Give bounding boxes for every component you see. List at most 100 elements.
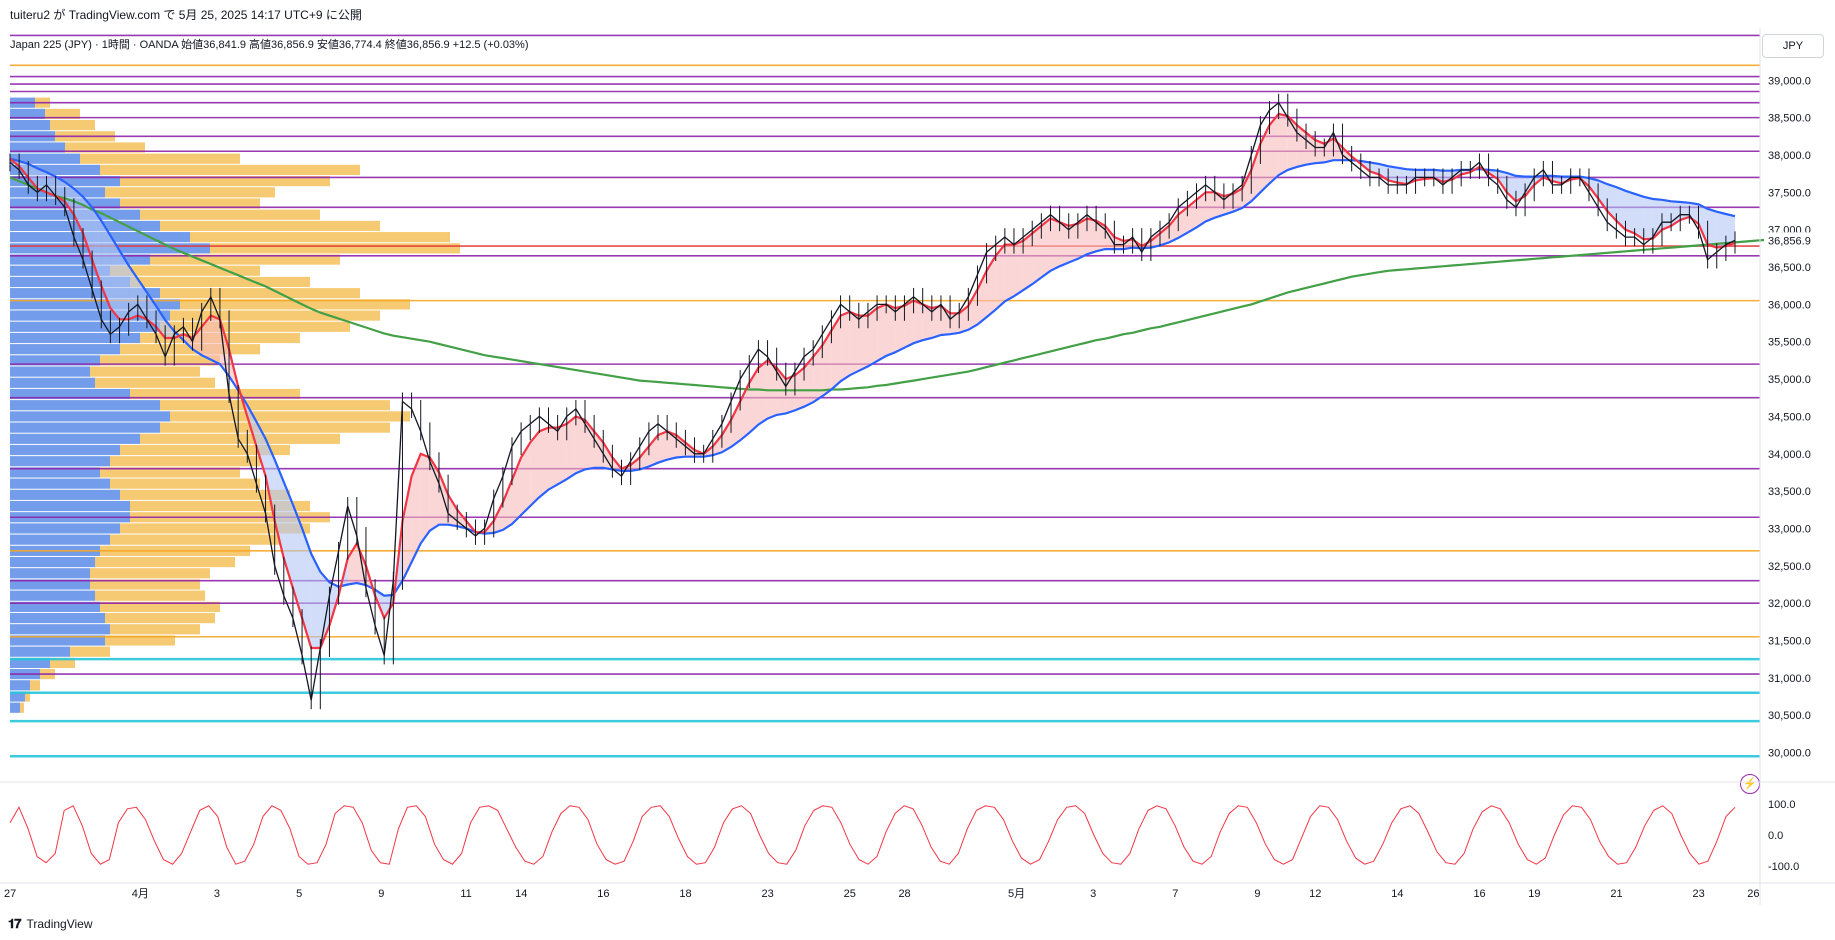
- ema-cloud-segment: [1032, 225, 1042, 285]
- footer-brand-name[interactable]: TradingView: [26, 917, 93, 931]
- volume-profile-buy-bar: [10, 321, 160, 332]
- price-tick-label: 36,000.0: [1768, 299, 1811, 311]
- ema-cloud-segment: [210, 315, 220, 365]
- volume-profile-sell-bar: [190, 232, 450, 243]
- volume-profile-buy-bar: [10, 590, 95, 601]
- ema-cloud-segment: [867, 308, 878, 367]
- volume-profile-sell-bar: [130, 276, 310, 288]
- ema-cloud-segment: [46, 172, 56, 197]
- ema-cloud-segment: [794, 367, 805, 411]
- volume-profile-buy-bar: [10, 500, 130, 512]
- volume-profile-sell-bar: [90, 568, 210, 579]
- ema-cloud-fill: [10, 113, 1735, 648]
- ema-cloud-segment: [539, 427, 549, 498]
- ema-cloud-segment: [1607, 184, 1617, 221]
- ema-cloud-segment: [55, 176, 65, 202]
- time-tick-label: 4月: [132, 888, 149, 900]
- ema-cloud-segment: [877, 304, 887, 362]
- ema-cloud-segment: [712, 435, 722, 456]
- ema-cloud-segment: [968, 289, 978, 330]
- ema-cloud-segment: [566, 416, 576, 480]
- ema-cloud-segment: [1497, 170, 1507, 193]
- ema-cloud-segment: [977, 270, 987, 325]
- time-tick-label: 19: [1528, 888, 1540, 900]
- volume-profile-sell-bar: [50, 120, 95, 131]
- volume-profile-sell-bar: [160, 220, 380, 232]
- volume-profile-sell-bar: [50, 657, 75, 668]
- ema-cloud-segment: [283, 482, 293, 589]
- ema-cloud-segment: [849, 311, 859, 376]
- ema-cloud-segment: [1123, 239, 1133, 250]
- ema-cloud-segment: [1634, 193, 1644, 240]
- ema-cloud-segment: [1242, 169, 1252, 209]
- volume-profile-buy-bar: [10, 456, 110, 467]
- ema-cloud-segment: [785, 375, 795, 414]
- volume-profile-sell-bar: [100, 601, 220, 612]
- price-tick-label: 39,000.0: [1768, 75, 1811, 87]
- time-tick-label: 14: [1391, 888, 1403, 900]
- ema-cloud-segment: [1652, 199, 1662, 239]
- ema-cloud-segment: [895, 305, 905, 353]
- price-tick-label: 35,500.0: [1768, 337, 1811, 349]
- time-axis: 27 4月 3 5 9 11 14 16 18 23 25 28 5月 3 7 9 12 14 16 19 21 23 26: [4, 888, 1760, 900]
- ema-cloud-segment: [1013, 240, 1024, 297]
- ema-slow-line: [9, 176, 1772, 392]
- ema-mid-line: [9, 157, 1736, 597]
- volume-profile-sell-bar: [105, 612, 215, 624]
- ema-cloud-segment: [1379, 163, 1389, 181]
- ema-cloud-segment: [1178, 207, 1188, 238]
- ema-cloud-segment: [201, 315, 211, 360]
- volume-profile-sell-bar: [120, 344, 260, 355]
- price-tick-label: 35,000.0: [1768, 374, 1811, 386]
- footer-brand: 𝟏𝟕 TradingView: [8, 916, 93, 932]
- ema-cloud-segment: [83, 196, 93, 260]
- volume-profile-buy-bar: [10, 164, 100, 176]
- currency-button[interactable]: JPY: [1762, 34, 1824, 58]
- oscillator-line: [9, 805, 1736, 865]
- ema-cloud-segment: [1598, 180, 1608, 211]
- volume-profile-buy-bar: [10, 288, 160, 299]
- price-tick-label: 30,500.0: [1768, 710, 1811, 722]
- ema-cloud-segment: [1278, 113, 1288, 176]
- tradingview-logo-icon: 𝟏𝟕: [8, 916, 22, 931]
- volume-profile-sell-bar: [120, 176, 330, 187]
- volume-profile-sell-bar: [110, 456, 260, 467]
- ema-cloud-segment: [731, 401, 741, 448]
- ema-cloud-segment: [1041, 218, 1051, 278]
- ema-cloud-segment: [1169, 214, 1179, 243]
- ema-cloud-segment: [292, 504, 303, 619]
- ema-cloud-segment: [1251, 143, 1261, 202]
- volume-profile-buy-bar: [10, 388, 130, 400]
- ema-cloud-segment: [511, 457, 522, 524]
- price-tick-label: 38,500.0: [1768, 113, 1811, 125]
- ema-cloud-segment: [557, 423, 567, 485]
- ema-cloud-segment: [448, 494, 458, 527]
- price-axis: 39,000.038,500.038,000.037,500.037,000.0…: [1764, 75, 1826, 760]
- ema-cloud-segment: [986, 255, 996, 318]
- volume-profile-buy-bar: [10, 702, 20, 713]
- ema-cloud-segment: [28, 163, 38, 189]
- ema-cloud-segment: [457, 509, 467, 529]
- ema-cloud-segment: [1086, 218, 1097, 255]
- ema-cloud-segment: [493, 502, 503, 533]
- ema-cloud-segment: [1077, 218, 1087, 259]
- ema-cloud-segment: [1023, 233, 1033, 291]
- volume-profile-buy-bar: [10, 523, 120, 534]
- volume-profile-buy-bar: [10, 444, 120, 456]
- ema-cloud-segment: [1260, 125, 1270, 193]
- time-tick-label: 28: [898, 888, 910, 900]
- volume-profile-buy-bar: [10, 467, 100, 478]
- volume-profile-sell-bar: [180, 299, 410, 310]
- ema-cloud-segment: [1269, 113, 1279, 184]
- ema-cloud-segment: [429, 457, 439, 531]
- ema-cloud-segment: [858, 315, 868, 371]
- volume-profile-buy-bar: [10, 478, 110, 489]
- ema-cloud-segment: [922, 304, 932, 341]
- price-tick-label: 37,500.0: [1768, 187, 1811, 199]
- ema-cloud-segment: [265, 438, 275, 521]
- ema-cloud-segment: [1315, 140, 1325, 164]
- volume-profile-sell-bar: [95, 377, 215, 388]
- ema-cloud-segment: [1388, 166, 1398, 183]
- volume-profile-buy-bar: [10, 276, 130, 288]
